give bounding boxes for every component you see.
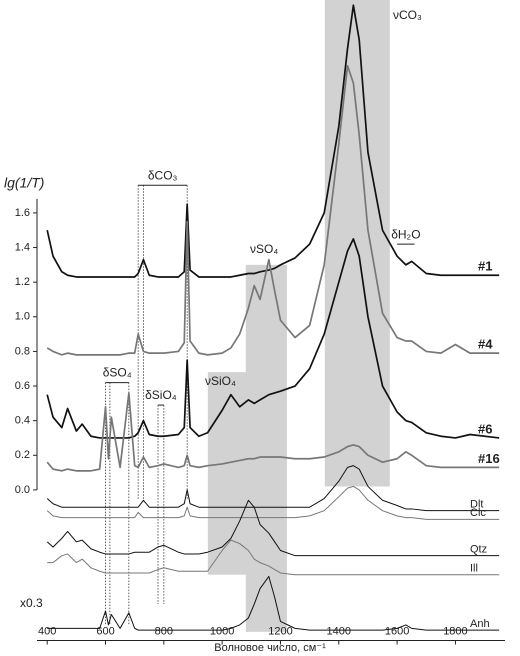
y-tick-label: 0.4 bbox=[15, 415, 30, 427]
spectrum bbox=[47, 575, 500, 631]
series-label: Anh bbox=[470, 618, 490, 630]
spectrum bbox=[46, 499, 500, 557]
y-tick-label: 0.6 bbox=[15, 380, 30, 392]
series-label: Dlt bbox=[470, 499, 483, 511]
y-tick-label: 0.2 bbox=[15, 449, 30, 461]
spectrum bbox=[46, 4, 500, 278]
band-label: νSiO₄ bbox=[205, 374, 236, 388]
scale-note: x0.3 bbox=[20, 596, 43, 610]
spectrum bbox=[46, 485, 500, 520]
series-label: #6 bbox=[478, 421, 492, 436]
y-tick-label: 0.0 bbox=[15, 484, 30, 496]
spectrum bbox=[46, 64, 500, 356]
series-label: #4 bbox=[478, 337, 493, 352]
spectrum bbox=[46, 465, 500, 512]
x-tick-label: 1200 bbox=[268, 625, 292, 637]
annotation-label: δH₂O bbox=[391, 227, 420, 241]
band bbox=[324, 0, 390, 487]
series-label: Ill bbox=[470, 563, 478, 575]
x-tick-label: 1600 bbox=[385, 625, 409, 637]
annotation-label: δCO₃ bbox=[148, 168, 178, 182]
x-tick-label: 600 bbox=[96, 625, 114, 637]
y-tick-label: 0.8 bbox=[15, 345, 30, 357]
series-label: Qtz bbox=[470, 544, 487, 556]
x-axis-label: Волновое число, см⁻¹ bbox=[214, 642, 326, 654]
x-tick-label: 1800 bbox=[443, 625, 467, 637]
band-label: νSO₄ bbox=[250, 242, 278, 256]
y-axis-label: lg(1/T) bbox=[4, 175, 44, 191]
series-label: #16 bbox=[478, 451, 500, 466]
spectrum bbox=[47, 539, 500, 576]
band bbox=[245, 264, 287, 632]
annotation-label: δSiO₄ bbox=[145, 388, 177, 402]
annotation-label: δSO₄ bbox=[103, 366, 132, 380]
x-tick-label: 1000 bbox=[210, 625, 234, 637]
series-label: Clc bbox=[470, 507, 486, 519]
y-tick-label: 1.6 bbox=[15, 207, 30, 219]
y-tick-label: 1.4 bbox=[15, 241, 30, 253]
y-tick-label: 1.0 bbox=[15, 311, 30, 323]
spectrum bbox=[46, 392, 500, 472]
x-tick-label: 800 bbox=[155, 625, 173, 637]
x-tick-label: 1400 bbox=[327, 625, 351, 637]
x-tick-label: 400 bbox=[38, 625, 56, 637]
band-label: νCO₃ bbox=[393, 8, 422, 22]
series-label: #1 bbox=[478, 259, 492, 274]
y-tick-label: 1.2 bbox=[15, 276, 30, 288]
